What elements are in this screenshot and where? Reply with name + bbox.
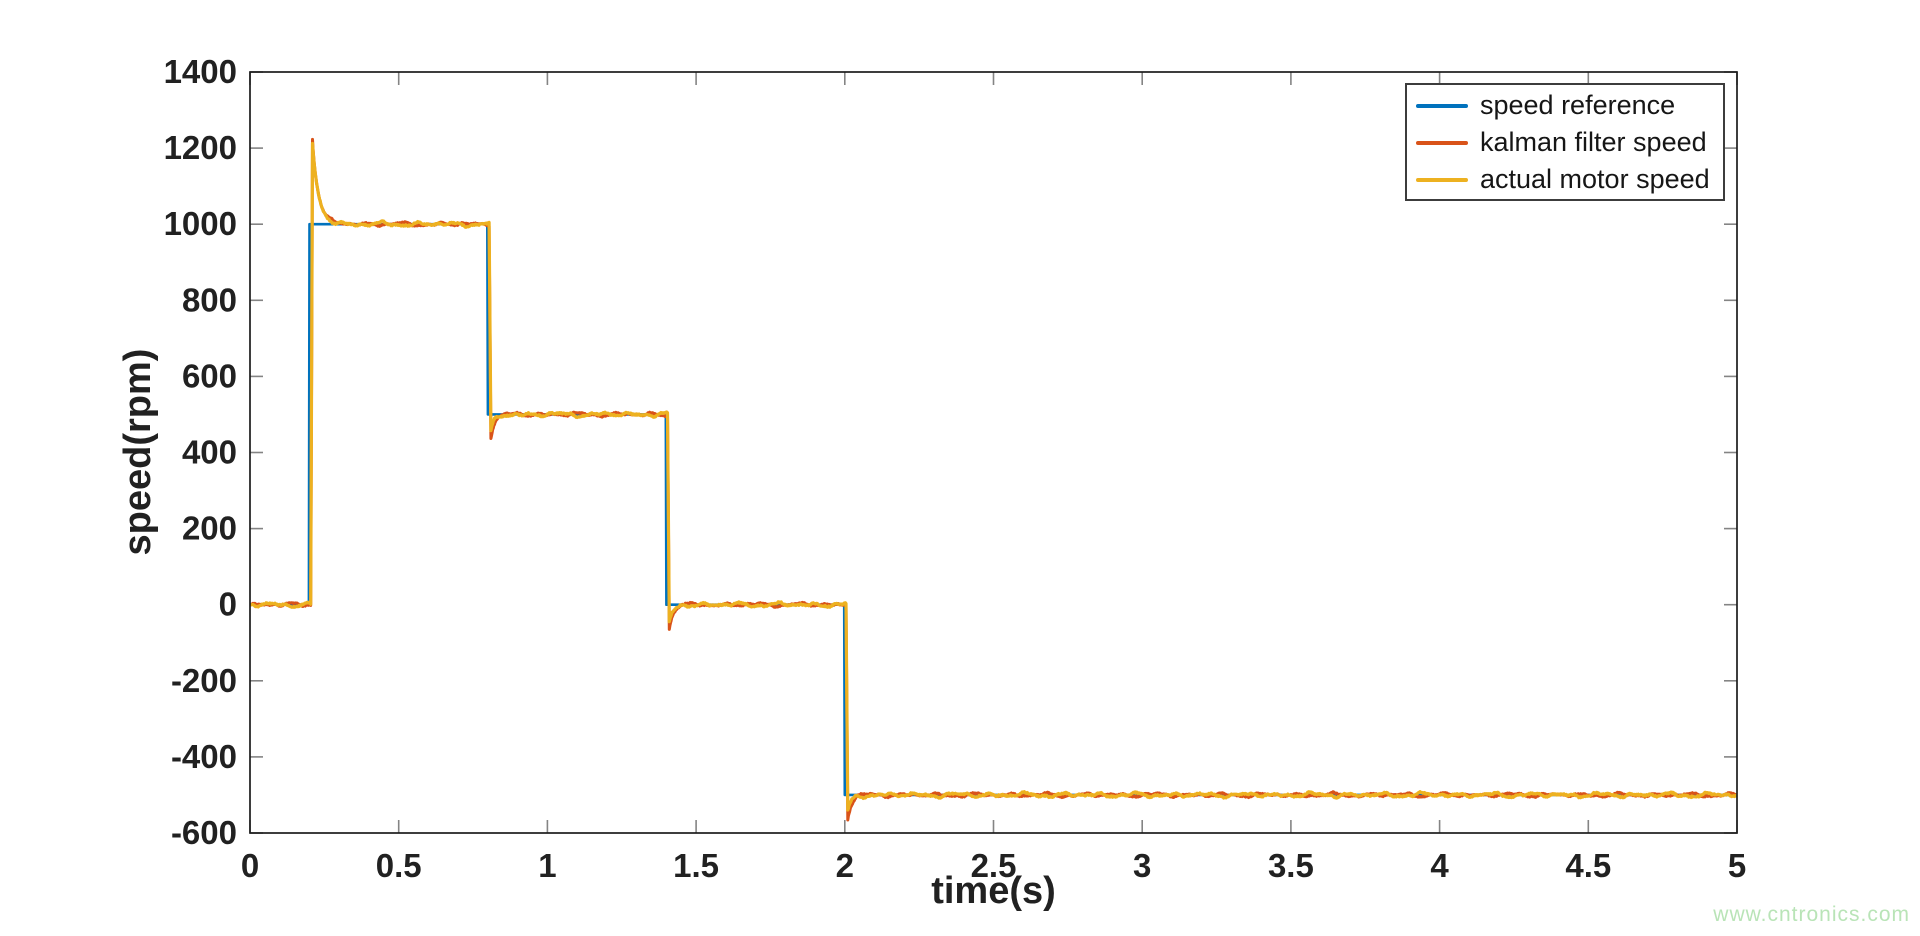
series-line-kalman-filter-speed xyxy=(250,137,1737,822)
y-tick-label: 1400 xyxy=(164,53,237,90)
legend-label: actual motor speed xyxy=(1480,164,1710,194)
y-tick-label: 800 xyxy=(182,281,237,318)
y-tick-label: 1200 xyxy=(164,129,237,166)
y-tick-label: 0 xyxy=(219,586,237,623)
series-line-actual-motor-speed xyxy=(250,141,1737,812)
legend: speed reference kalman filter speed actu… xyxy=(1405,83,1725,201)
y-tick-label: -400 xyxy=(171,738,237,775)
y-tick-label: 600 xyxy=(182,357,237,394)
y-tick-label: 400 xyxy=(182,434,237,471)
x-tick-label: 1.5 xyxy=(673,847,719,884)
y-tick-label: -200 xyxy=(171,662,237,699)
x-tick-label: 3 xyxy=(1133,847,1151,884)
x-tick-label: 5 xyxy=(1728,847,1746,884)
y-tick-label: 1000 xyxy=(164,205,237,242)
x-tick-label: 4.5 xyxy=(1565,847,1611,884)
legend-label: kalman filter speed xyxy=(1480,127,1707,157)
x-tick-label: 3.5 xyxy=(1268,847,1314,884)
series-line-speed-reference xyxy=(250,222,1737,797)
x-axis-title: time(s) xyxy=(931,870,1056,912)
legend-label: speed reference xyxy=(1480,90,1676,120)
x-tick-label: 2 xyxy=(836,847,854,884)
y-tick-label: -600 xyxy=(171,814,237,851)
x-tick-label: 0 xyxy=(241,847,259,884)
legend-item-actual-motor-speed: actual motor speed xyxy=(1407,161,1723,198)
x-tick-label: 2.5 xyxy=(971,847,1017,884)
y-axis-title: speed(rpm) xyxy=(117,348,159,556)
legend-item-kalman-filter-speed: kalman filter speed xyxy=(1407,124,1723,161)
x-tick-label: 0.5 xyxy=(376,847,422,884)
plot-box xyxy=(249,71,1738,834)
x-tick-label: 4 xyxy=(1430,847,1449,884)
watermark: www.cntronics.com xyxy=(1713,903,1910,926)
legend-line-sample-icon xyxy=(1416,103,1468,108)
x-tick-label: 1 xyxy=(538,847,556,884)
legend-line-sample-icon xyxy=(1416,177,1468,182)
legend-line-sample-icon xyxy=(1416,140,1468,145)
legend-item-speed-reference: speed reference xyxy=(1407,87,1723,124)
y-tick-label: 200 xyxy=(182,510,237,547)
data-series-group xyxy=(250,137,1737,822)
